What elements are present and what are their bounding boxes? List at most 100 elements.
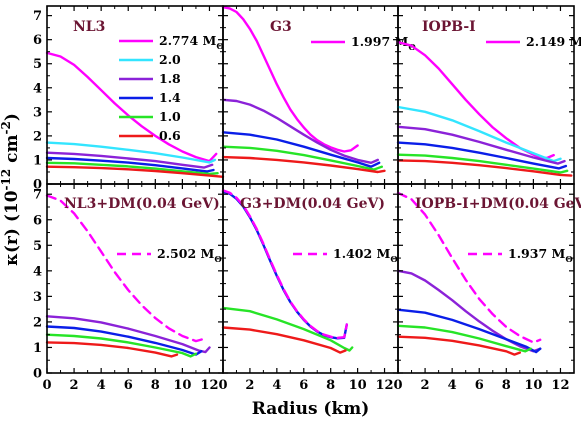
panel-frame [222,183,399,374]
axis-titles: Radius (km) κ(r) (10-12 cm-2) [0,113,369,419]
panel-title: IOPB-I+DM(0.04 GeV) [415,196,581,212]
y-axis-title-main: κ(r) (10 [2,190,22,266]
legend-label: 1.8 [159,71,181,86]
panel-title: G3 [270,19,292,35]
msun-symbol: M [196,246,214,261]
legend-label: 1.0 [159,109,181,124]
y-axis-title-exp2: -2 [0,121,13,134]
panel-title: NL3+DM(0.04 GeV) [64,196,220,212]
panel-2: G3 1.997 MΘ [221,5,416,185]
series-green-line [45,333,198,358]
x-tick-label: 12 [551,378,569,393]
legend-label: 2.502 MΘ [157,246,222,265]
x-tick-label: 0 [42,378,51,393]
x-tick-label: 2 [70,378,79,393]
series-magenta-line [396,40,555,160]
legend-label: 0.6 [159,128,181,143]
series-cyan-line [45,141,217,164]
series-blue-line [45,325,203,356]
series-red-line [221,155,386,174]
legend-label: 1.4 [159,90,181,105]
series-blue-line [45,156,215,173]
x-tick-label: 6 [475,378,484,393]
series-magenta-line [221,189,348,339]
y-tick-label: 5 [33,239,42,254]
y-tick-label: 3 [33,105,42,120]
panel-frame [397,183,575,374]
series-cyan-line [396,105,562,163]
legend-label: 2.0 [159,52,181,67]
x-tick-label: 8 [151,378,160,393]
msun-subscript: Θ [390,255,398,265]
y-tick-label: 7 [33,9,42,24]
series-red-line [45,341,179,358]
y-axis-title: κ(r) (10-12 cm-2) [0,113,22,266]
y-tick-label: 2 [33,129,42,144]
x-tick-label: 6 [124,378,133,393]
y-tick-label: 4 [33,264,42,279]
x-tick-label: 10 [524,378,542,393]
msun-symbol: M [565,34,581,49]
panel-6: 0 2 4 6 8 10 12 IOPB-I+DM(0.04 GeV) 1.937 MΘ [393,183,581,393]
series-blue-line [221,131,381,168]
msun-symbol: M [547,246,565,261]
y-tick-label: 5 [33,57,42,72]
panel-title: NL3 [73,19,105,35]
legend-label: 1.997 MΘ [351,34,416,53]
msun-symbol: M [198,33,216,48]
msun-subscript: Θ [216,42,224,52]
x-tick-label: 0 [218,378,227,393]
series-red-line [396,159,573,177]
msun-symbol: M [372,246,390,261]
x-tick-label: 10 [173,378,191,393]
x-tick-label: 0 [393,378,402,393]
series-magenta-line [221,5,359,153]
y-tick-label: 3 [33,290,42,305]
x-tick-label: 8 [326,378,335,393]
y-tick-label: 0 [33,178,42,193]
x-tick-label: 4 [272,378,281,393]
x-tick-label: 10 [349,378,367,393]
panel-title: G3+DM(0.04 GeV) [240,196,385,212]
y-tick-label: 2 [33,315,42,330]
y-tick-label: 1 [33,341,42,356]
x-tick-label: 12 [375,378,393,393]
legend-label: 2.149 MΘ [526,34,581,53]
msun-subscript: Θ [565,255,573,265]
x-axis-title: Radius (km) [252,399,370,419]
series-blue-line [221,190,348,340]
y-tick-label: 7 [33,188,42,203]
x-tick-label: 8 [502,378,511,393]
series-green-line [396,324,532,353]
series-purple-line [221,98,379,165]
y-tick-label: 4 [33,81,42,96]
y-tick-label: 6 [33,33,42,48]
x-tick-label: 2 [421,378,430,393]
series-red-line [45,165,225,179]
series-green-line [221,145,383,171]
msun-subscript: Θ [214,255,222,265]
series-purple-line [45,315,211,354]
msun-subscript: Θ [408,43,416,53]
series-blue-line [396,141,568,170]
series-red-line [221,326,347,354]
y-axis-title-exp1: -12 [0,169,13,191]
x-tick-label: 6 [299,378,308,393]
series-green-line [45,161,219,176]
legend-label: 1.402 MΘ [333,246,398,265]
x-tick-label: 4 [448,378,457,393]
legend-label: 1.937 MΘ [508,246,573,265]
series-purple-line [45,151,214,169]
series-green-line [221,306,354,352]
series-purple-line [396,269,542,353]
y-axis-title-unit: cm [2,135,22,169]
x-tick-label: 4 [97,378,106,393]
panel-5: 0 2 4 6 8 10 12 G3+DM(0.04 GeV) 1.402 MΘ [218,183,399,393]
panel-title: IOPB-I [422,19,476,35]
x-tick-label: 12 [200,378,218,393]
series-blue-line [396,308,542,354]
series-magenta-line [45,51,218,163]
